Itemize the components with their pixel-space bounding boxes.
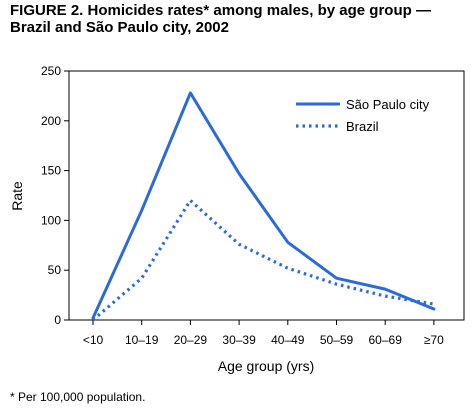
y-tick-label: 150 — [41, 164, 61, 178]
x-axis-label: Age group (yrs) — [218, 358, 314, 374]
y-tick-label: 0 — [54, 313, 61, 327]
x-tick-label: <10 — [83, 333, 104, 347]
x-tick-label: 10–19 — [125, 333, 159, 347]
chart-title-line1: FIGURE 2. Homicides rates* among males, … — [10, 2, 431, 19]
plot-frame — [68, 70, 465, 321]
series-line-sao-paulo-city — [91, 91, 436, 320]
legend-label: Brazil — [346, 119, 379, 134]
chart-title: FIGURE 2. Homicides rates* among males, … — [10, 2, 470, 36]
y-axis-label: Rate — [9, 181, 25, 211]
x-tick-label: 40–49 — [271, 333, 305, 347]
footnote: * Per 100,000 population. — [10, 390, 146, 404]
y-tick-label: 250 — [41, 64, 61, 78]
x-tick-label: 60–69 — [369, 333, 403, 347]
x-tick-label: 20–29 — [174, 333, 208, 347]
y-tick-label: 50 — [48, 263, 62, 277]
y-tick-label: 200 — [41, 114, 61, 128]
x-tick-label: 30–39 — [222, 333, 256, 347]
y-tick-label: 100 — [41, 213, 61, 227]
legend-label: São Paulo city — [346, 97, 430, 112]
legend: São Paulo city Brazil — [296, 97, 430, 134]
x-tick-label: ≥70 — [424, 333, 444, 347]
series-line-brazil — [91, 198, 435, 322]
chart-title-line2: Brazil and São Paulo city, 2002 — [10, 19, 229, 36]
x-tick-label: 50–59 — [320, 333, 354, 347]
